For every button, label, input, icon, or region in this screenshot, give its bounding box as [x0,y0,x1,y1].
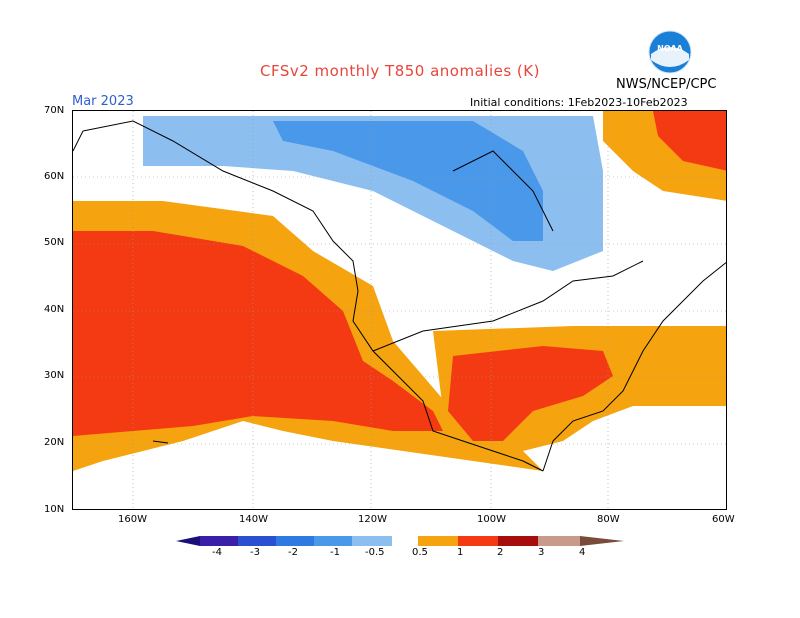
colorbar-label: 2 [497,547,504,558]
coastlines [73,120,726,472]
logo-text: NOAA [657,44,683,53]
colorbar-swatch [418,536,458,546]
colorbar-swatch [276,536,314,546]
forecast-month: Mar 2023 [72,94,134,109]
colorbar-label: -2 [288,547,298,558]
colorbar-label: 4 [579,547,586,558]
lat-label: 50N [44,237,65,248]
map-canvas [73,111,726,509]
colorbar-high-arrow [580,536,624,546]
colorbar-label: 3 [538,547,545,558]
lon-label: 160W [118,514,147,525]
colorbar-label: 1 [457,547,464,558]
colorbar-swatch [392,536,418,546]
lat-label: 20N [44,437,65,448]
lon-label: 60W [712,514,735,525]
cold-region-canada [273,121,543,241]
noaa-logo: NOAA [648,30,692,74]
colorbar-swatch [458,536,498,546]
lon-label: 140W [239,514,268,525]
colorbar-label: 0.5 [412,547,428,558]
warm-region-southeast [448,346,613,441]
lat-label: 60N [44,171,65,182]
colorbar-swatch [538,536,580,546]
anomaly-map [72,110,727,510]
colorbar-label: -0.5 [365,547,385,558]
organization-label: NWS/NCEP/CPC [616,77,717,92]
lat-label: 30N [44,370,65,381]
grid-lines [73,111,726,509]
lon-label: 80W [597,514,620,525]
chart-title: CFSv2 monthly T850 anomalies (K) [260,62,540,80]
lon-label: 100W [477,514,506,525]
lat-label: 10N [44,504,65,515]
warm-region-pacific [73,231,443,436]
lat-label: 70N [44,105,65,116]
colorbar-swatch [238,536,276,546]
lon-label: 120W [358,514,387,525]
initial-conditions: Initial conditions: 1Feb2023-10Feb2023 [470,96,688,109]
warm-region-northeast [653,111,726,171]
colorbar-swatch [498,536,538,546]
colorbar-swatch [352,536,392,546]
colorbar-swatch [314,536,352,546]
colorbar-low-arrow [176,536,200,546]
colorbar-swatch [200,536,238,546]
lat-label: 40N [44,304,65,315]
colorbar-label: -4 [212,547,222,558]
colorbar-label: -1 [330,547,340,558]
colorbar-label: -3 [250,547,260,558]
